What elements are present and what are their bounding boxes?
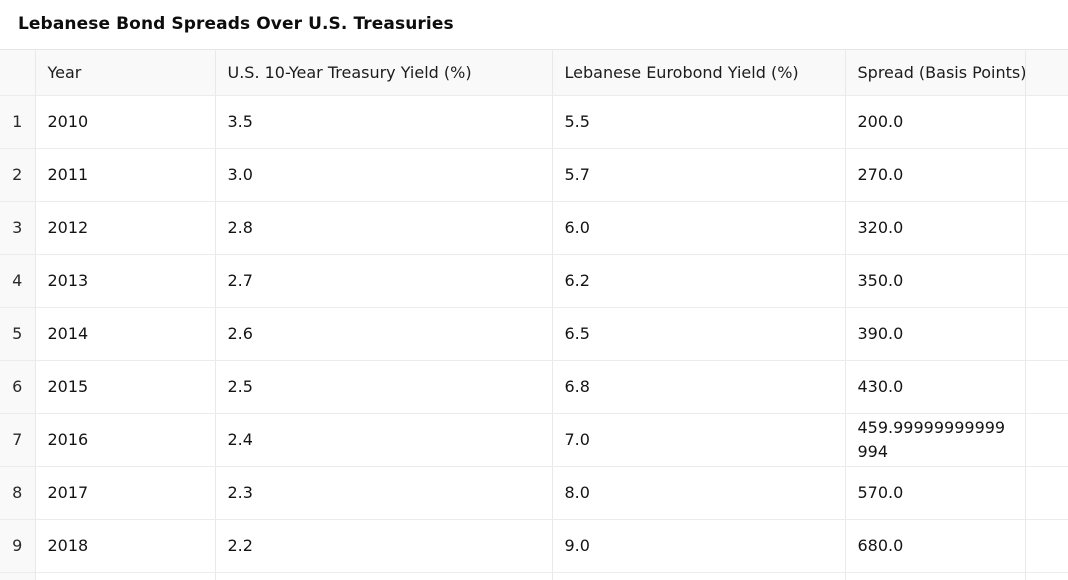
cell-eurobond-yield: 6.5 (552, 307, 846, 361)
cell-spread: 680.0 (845, 519, 1026, 573)
cell-row-index: 2 (0, 148, 36, 202)
header-treasury-yield: U.S. 10-Year Treasury Yield (%) (215, 49, 553, 96)
cell-ghost (1025, 307, 1068, 361)
cell-eurobond-yield: 9.0 (552, 519, 846, 573)
cell-treasury-yield: 3.0 (215, 148, 553, 202)
cell-spread: 430.0 (845, 360, 1026, 414)
data-table: Year U.S. 10-Year Treasury Yield (%) Leb… (0, 49, 1068, 580)
cell-row-index: 9 (0, 519, 36, 573)
cell-treasury-yield: 2.2 (215, 519, 553, 573)
cell-year: 2014 (35, 307, 216, 361)
cell-eurobond-yield: 6.8 (552, 360, 846, 414)
cell-eurobond-yield: 5.5 (552, 95, 846, 149)
cell-ghost (1025, 572, 1068, 580)
cell-year: 2016 (35, 413, 216, 467)
cell-eurobond-yield (552, 572, 846, 580)
cell-eurobond-yield: 7.0 (552, 413, 846, 467)
cell-ghost (1025, 148, 1068, 202)
table-row: 3 2012 2.8 6.0 320.0 (0, 201, 1068, 255)
table-row: 7 2016 2.4 7.0 459.99999999999994 (0, 413, 1068, 467)
cell-eurobond-yield: 5.7 (552, 148, 846, 202)
table-row: 6 2015 2.5 6.8 430.0 (0, 360, 1068, 414)
table-body: 1 2010 3.5 5.5 200.0 2 2011 3.0 5.7 270.… (0, 95, 1068, 580)
cell-treasury-yield: 2.3 (215, 466, 553, 520)
cell-row-index: 4 (0, 254, 36, 308)
header-eurobond-yield: Lebanese Eurobond Yield (%) (552, 49, 846, 96)
cell-treasury-yield: 2.6 (215, 307, 553, 361)
cell-treasury-yield: 2.5 (215, 360, 553, 414)
cell-year: 2018 (35, 519, 216, 573)
table-row: 5 2014 2.6 6.5 390.0 (0, 307, 1068, 361)
cell-spread: 570.0 (845, 466, 1026, 520)
cell-treasury-yield (215, 572, 553, 580)
cell-treasury-yield: 2.8 (215, 201, 553, 255)
cell-ghost (1025, 201, 1068, 255)
cell-year: 2013 (35, 254, 216, 308)
cell-treasury-yield: 2.4 (215, 413, 553, 467)
cell-row-index (0, 572, 36, 580)
cell-row-index: 6 (0, 360, 36, 414)
table-row: 4 2013 2.7 6.2 350.0 (0, 254, 1068, 308)
table-row: 9 2018 2.2 9.0 680.0 (0, 519, 1068, 573)
cell-row-index: 7 (0, 413, 36, 467)
cell-row-index: 3 (0, 201, 36, 255)
cell-spread: 270.0 (845, 148, 1026, 202)
header-row: Year U.S. 10-Year Treasury Yield (%) Leb… (0, 49, 1068, 96)
cell-row-index: 8 (0, 466, 36, 520)
cell-year (35, 572, 216, 580)
cell-ghost (1025, 254, 1068, 308)
cell-ghost (1025, 360, 1068, 414)
cell-spread: 390.0 (845, 307, 1026, 361)
cell-year: 2015 (35, 360, 216, 414)
header-ghost-column (1025, 49, 1068, 96)
cell-row-index: 1 (0, 95, 36, 149)
cell-row-index: 5 (0, 307, 36, 361)
cell-spread: 350.0 (845, 254, 1026, 308)
table-row: 2 2011 3.0 5.7 270.0 (0, 148, 1068, 202)
cell-treasury-yield: 3.5 (215, 95, 553, 149)
cell-ghost (1025, 519, 1068, 573)
cell-treasury-yield: 2.7 (215, 254, 553, 308)
header-index (0, 49, 36, 96)
cell-year: 2011 (35, 148, 216, 202)
cell-spread: 200.0 (845, 95, 1026, 149)
header-year: Year (35, 49, 216, 96)
cell-spread (845, 572, 1026, 580)
table-row-partial (0, 572, 1068, 580)
page-title: Lebanese Bond Spreads Over U.S. Treasuri… (18, 14, 454, 34)
cell-year: 2017 (35, 466, 216, 520)
table-row: 1 2010 3.5 5.5 200.0 (0, 95, 1068, 149)
cell-year: 2012 (35, 201, 216, 255)
cell-eurobond-yield: 6.0 (552, 201, 846, 255)
cell-year: 2010 (35, 95, 216, 149)
cell-eurobond-yield: 8.0 (552, 466, 846, 520)
cell-ghost (1025, 413, 1068, 467)
cell-ghost (1025, 466, 1068, 520)
table-row: 8 2017 2.3 8.0 570.0 (0, 466, 1068, 520)
cell-ghost (1025, 95, 1068, 149)
cell-spread: 320.0 (845, 201, 1026, 255)
table-header: Year U.S. 10-Year Treasury Yield (%) Leb… (0, 49, 1068, 96)
cell-eurobond-yield: 6.2 (552, 254, 846, 308)
cell-spread: 459.99999999999994 (845, 413, 1026, 467)
header-spread: Spread (Basis Points) (845, 49, 1026, 96)
